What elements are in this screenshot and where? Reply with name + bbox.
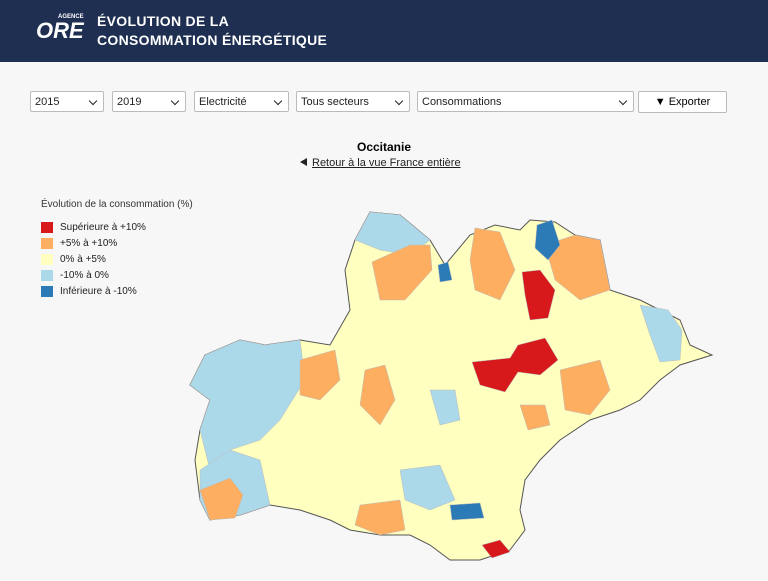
title: CONSOMMATION ÉNERGÉTIQUE: [97, 32, 328, 48]
area: [639, 304, 683, 363]
area: [189, 339, 306, 471]
legend-swatch: [41, 286, 53, 297]
region-title: Occitanie: [356, 140, 412, 154]
area: [354, 499, 406, 536]
back-arrow[interactable]: [300, 158, 307, 166]
logo[interactable]: ORE: [36, 18, 84, 43]
export-label: Exporter: [668, 96, 711, 108]
area: [559, 359, 611, 416]
area: [429, 389, 461, 426]
area: [299, 349, 341, 401]
dropdown[interactable]: 2015: [30, 91, 104, 112]
legend-title: Évolution de la consommation (%): [41, 199, 193, 210]
header: AGENCE ORE ÉVOLUTION DE LA CONSOMMATION …: [0, 0, 768, 62]
title: ÉVOLUTION DE LA: [97, 13, 230, 29]
area: [354, 211, 431, 256]
area: [437, 261, 453, 283]
area: [471, 337, 559, 393]
legend-label: 0% à +5%: [60, 254, 106, 265]
dropdown[interactable]: Tous secteurs: [296, 91, 410, 112]
export-button[interactable]: ▼ Exporter: [638, 91, 727, 113]
area: [519, 404, 551, 431]
legend-swatch: [41, 270, 53, 281]
area: [481, 539, 511, 559]
area: [469, 227, 516, 301]
legend-label: -10% à 0%: [60, 270, 109, 281]
area: [399, 464, 456, 511]
legend-swatch: [41, 254, 53, 265]
area: [544, 234, 611, 301]
area: [359, 364, 396, 426]
legend-label: Inférieure à -10%: [60, 286, 137, 297]
area: [199, 477, 244, 521]
area: [534, 219, 561, 261]
area: [521, 269, 556, 321]
legend-label: +5% à +10%: [60, 238, 118, 249]
legend-swatch: [41, 238, 53, 249]
legend-label: Supérieure à +10%: [60, 222, 146, 233]
dropdown[interactable]: Electricité: [194, 91, 289, 112]
legend-swatch: [41, 222, 53, 233]
logo-caption: AGENCE: [58, 14, 84, 20]
dropdown[interactable]: Consommations: [417, 91, 634, 112]
dropdown[interactable]: 2019: [112, 91, 186, 112]
area: [449, 502, 485, 521]
back-link[interactable]: Retour à la vue France entière: [312, 157, 461, 169]
area: [371, 244, 433, 301]
